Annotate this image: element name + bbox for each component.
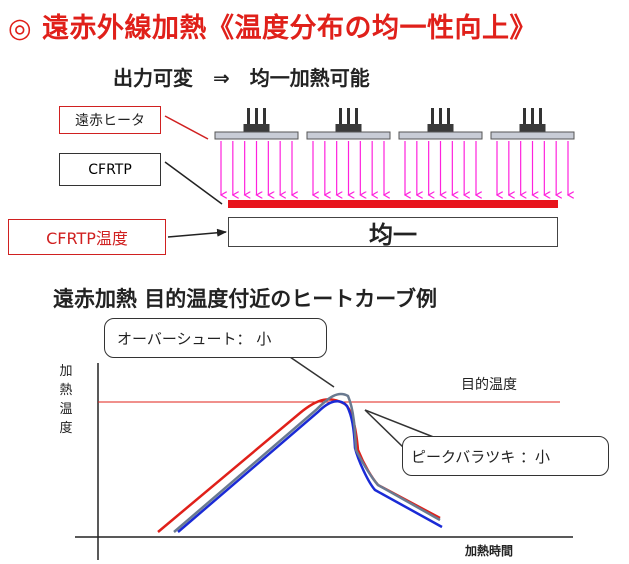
peak-pointer-lower (364, 409, 406, 450)
peak-variation-callout: ピークバラツキ ：小 (402, 436, 609, 476)
y-axis-label: 加熱温度 (59, 364, 73, 436)
cfrtp-leader-line (164, 161, 223, 205)
temp-leader-arrow (167, 228, 227, 238)
heater-leader-line (164, 115, 209, 140)
cfrtp-bar (228, 200, 558, 208)
overshoot-pointer (289, 356, 335, 388)
cfrtp-temperature-label: CFRTP温度 (8, 219, 166, 255)
x-axis-label: 加熱時間 (465, 544, 514, 558)
heater-unit (490, 108, 575, 140)
heating-diagram (164, 108, 575, 238)
graph-section-title: 遠赤加熱 目的温度付近のヒートカーブ例 (53, 287, 438, 311)
heat-curve-gray (173, 392, 441, 533)
heat-curve-blue (177, 399, 443, 533)
heater-unit (214, 108, 299, 140)
page-subtitle: 出力可変 ⇒ 均一加熱可能 (113, 66, 370, 90)
peak-pointer (364, 409, 437, 439)
heater-unit (306, 108, 391, 140)
page-title: ◎ 遠赤外線加熱《温度分布の均一性向上》 (8, 13, 537, 44)
heater-label: 遠赤ヒータ (59, 106, 161, 134)
cfrtp-label: CFRTP (59, 153, 161, 186)
overshoot-callout: オーバーシュート： 小 (104, 318, 327, 358)
target-temperature-label: 目的温度 (461, 377, 517, 393)
uniform-temperature-box: 均一 (228, 217, 558, 249)
heater-unit (398, 108, 483, 140)
